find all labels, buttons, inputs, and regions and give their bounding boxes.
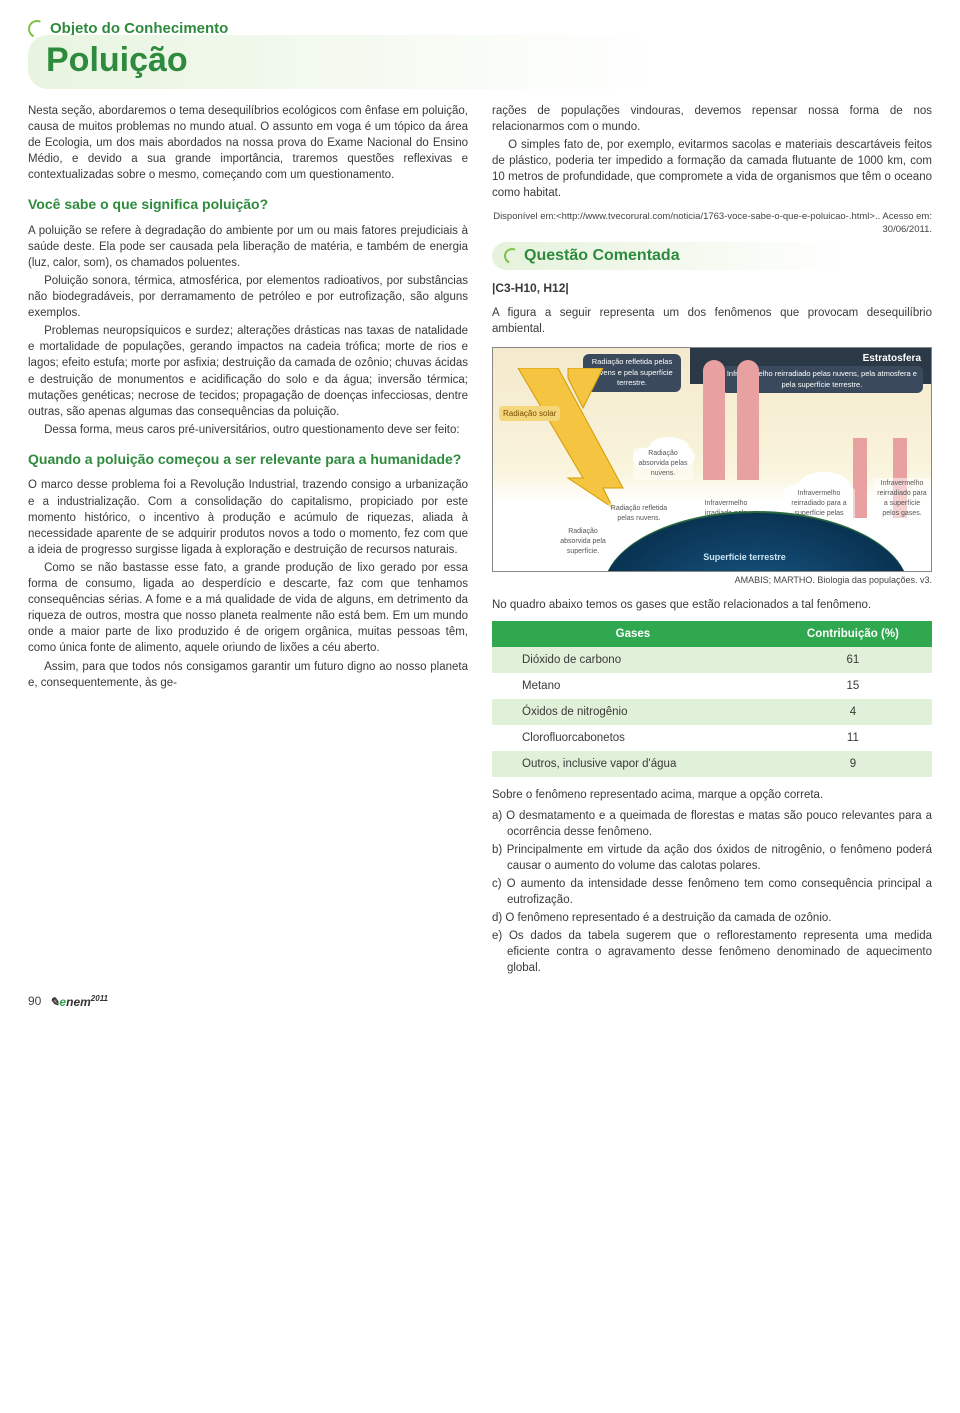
right-column: rações de populações vindouras, devemos … [492,103,932,979]
left-column: Nesta seção, abordaremos o tema desequil… [28,103,468,979]
paragraph: rações de populações vindouras, devemos … [492,103,932,135]
figure-caption: AMABIS; MARTHO. Biologia das populações.… [492,574,932,587]
arc-icon [502,246,523,267]
table-row: Dióxido de carbono 61 [492,647,932,673]
enem-logo: ✎enem2011 [49,993,108,1011]
content-columns: Nesta seção, abordaremos o tema desequil… [28,103,932,979]
table-cell: 9 [774,751,932,777]
paragraph: Como se não bastasse esse fato, a grande… [28,560,468,657]
source-citation: Disponível em:<http://www.tvecorural.com… [492,211,932,236]
table-cell: 11 [774,725,932,751]
table-cell: 61 [774,647,932,673]
option-d: d) O fenômeno representado é a destruiçã… [492,910,932,926]
table-cell: 4 [774,699,932,725]
absorbed-surface-label: Radiação absorvida pela superfície. [553,526,613,557]
gases-table: Gases Contribuição (%) Dióxido de carbon… [492,621,932,778]
table-intro: No quadro abaixo temos os gases que estã… [492,597,932,613]
absorbed-clouds-label: Radiação absorvida pelas nuvens. [633,448,693,479]
infrared-arrow-icon [737,360,759,480]
section-header: Questão Comentada [492,242,932,270]
table-header: Gases [492,621,774,647]
page-title: Poluição [28,35,932,89]
reflected-clouds-label: Radiação refletida pelas nuvens. [608,503,670,525]
greenhouse-diagram: Estratosfera Infravermelho reirradiado p… [492,347,932,572]
paragraph: Assim, para que todos nós consigamos gar… [28,659,468,691]
solar-radiation-label: Radiação solar [499,406,560,421]
table-cell: Dióxido de carbono [492,647,774,673]
table-cell: Clorofluorcabonetos [492,725,774,751]
table-row: Metano 15 [492,673,932,699]
paragraph: O simples fato de, por exemplo, evitarmo… [492,137,932,201]
infrared-arrow-icon [703,360,725,480]
infrared-arrow-icon [853,438,867,518]
subheading-2: Quando a poluição começou a ser relevant… [28,450,468,470]
table-header: Contribuição (%) [774,621,932,647]
infrared-gases-reir-label: Infravermelho reirradiado para a superfí… [873,478,931,519]
table-row: Óxidos de nitrogênio 4 [492,699,932,725]
table-cell: Outros, inclusive vapor d'água [492,751,774,777]
answer-options: a) O desmatamento e a queimada de flores… [492,808,932,977]
intro-paragraph: Nesta seção, abordaremos o tema desequil… [28,103,468,183]
page-footer: 90 ✎enem2011 [28,993,932,1011]
stratosphere-label: Estratosfera [863,352,921,366]
table-cell: 15 [774,673,932,699]
paragraph: A poluição se refere à degradação do amb… [28,223,468,271]
table-header-row: Gases Contribuição (%) [492,621,932,647]
question-prompt: Sobre o fenômeno representado acima, mar… [492,787,932,803]
competency-tag: |C3-H10, H12| [492,280,932,297]
option-c: c) O aumento da intensidade desse fenôme… [492,876,932,908]
paragraph: Problemas neuropsíquicos e surdez; alter… [28,323,468,420]
subheading-1: Você sabe o que significa poluição? [28,195,468,215]
surface-label: Superfície terrestre [703,551,786,564]
paragraph: Dessa forma, meus caros pré-universitári… [28,422,468,438]
table-cell: Metano [492,673,774,699]
question-intro: A figura a seguir representa um dos fenô… [492,305,932,337]
paragraph: Poluição sonora, térmica, atmosférica, p… [28,273,468,321]
table-cell: Óxidos de nitrogênio [492,699,774,725]
page-number: 90 [28,993,41,1010]
section-title: Questão Comentada [524,245,680,267]
option-e: e) Os dados da tabela sugerem que o refl… [492,928,932,976]
table-row: Clorofluorcabonetos 11 [492,725,932,751]
solar-arrow-icon [513,368,633,508]
table-row: Outros, inclusive vapor d'água 9 [492,751,932,777]
paragraph: O marco desse problema foi a Revolução I… [28,477,468,557]
option-b: b) Principalmente em virtude da ação dos… [492,842,932,874]
option-a: a) O desmatamento e a queimada de flores… [492,808,932,840]
